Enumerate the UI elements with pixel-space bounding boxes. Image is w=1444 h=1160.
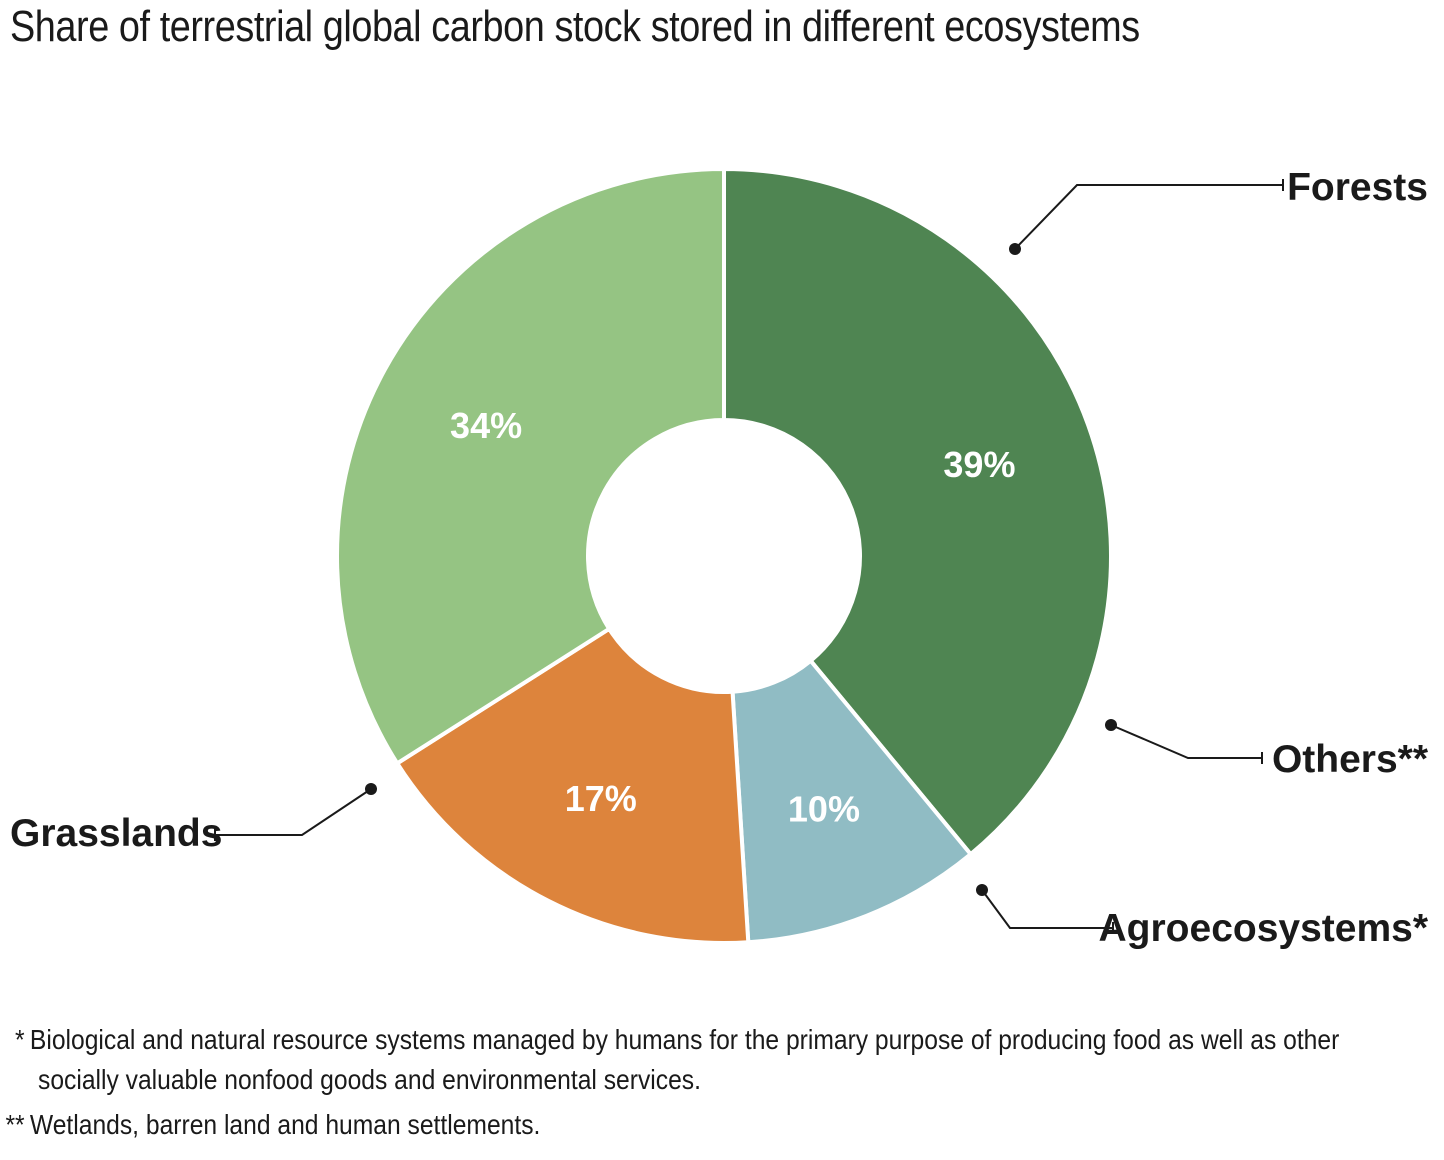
slice-grasslands <box>335 166 726 767</box>
forests-leader-line <box>1014 184 1283 250</box>
footnote-marker: * <box>15 1024 25 1055</box>
agroecosystems-leader-line <box>981 889 1113 929</box>
value-label-agroecosystems: 17% <box>565 778 637 819</box>
category-label-others: Others** <box>1272 738 1429 781</box>
footnote-text: Biological and natural resource systems … <box>29 1024 1340 1055</box>
slice-others <box>730 657 974 945</box>
value-label-forests: 39% <box>943 444 1015 485</box>
slice-forests <box>722 166 1113 858</box>
value-label-grasslands: 34% <box>450 405 522 446</box>
footnote-text: Wetlands, barren land and human settleme… <box>29 1109 541 1140</box>
footnote-others: ** Wetlands, barren land and human settle… <box>0 1105 540 1145</box>
value-label-others: 10% <box>788 788 860 829</box>
callouts: Forests Others** Agroecosystems* Grassla… <box>10 166 1429 950</box>
footnote-agroecosystems: * Biological and natural resource systems… <box>0 1020 1339 1060</box>
slice-agroecosystems <box>394 626 751 945</box>
chart-title: Share of terrestrial global carbon stock… <box>10 2 1140 51</box>
footnote-agroecosystems-continued: socially valuable nonfood goods and envi… <box>38 1064 701 1095</box>
category-label-grasslands: Grasslands <box>10 812 222 855</box>
others-leader-line <box>1110 724 1262 759</box>
category-label-agroecosystems: Agroecosystems* <box>1099 907 1429 950</box>
footnote-marker: ** <box>5 1109 25 1140</box>
grasslands-leader-line <box>215 788 372 836</box>
category-label-forests: Forests <box>1287 166 1428 209</box>
